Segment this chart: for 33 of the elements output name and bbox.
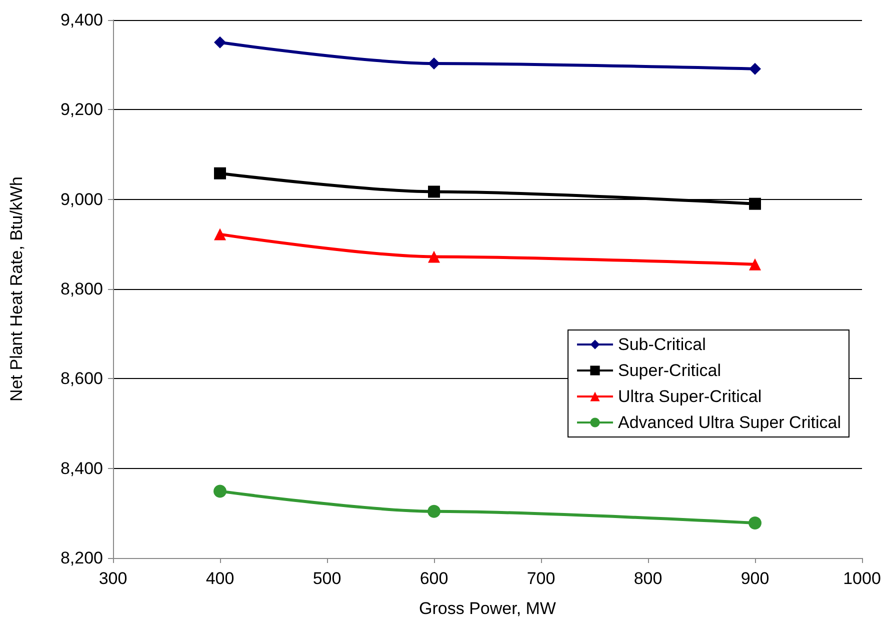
x-tick-label: 1000 <box>843 569 881 588</box>
y-tick-label: 9,000 <box>60 190 103 209</box>
point <box>214 36 226 48</box>
x-tick-label: 500 <box>312 569 342 588</box>
legend-label: Super-Critical <box>618 361 721 380</box>
y-axis-title: Net Plant Heat Rate, Btu/kWh <box>7 176 26 402</box>
x-tick-label: 900 <box>740 569 770 588</box>
x-tick-label: 600 <box>420 569 448 588</box>
point <box>749 62 761 75</box>
legend-label: Sub-Critical <box>618 335 706 354</box>
point <box>214 167 226 180</box>
x-tick-label: 400 <box>206 569 234 588</box>
point <box>748 516 762 530</box>
x-tick-label: 700 <box>526 569 556 588</box>
point <box>428 186 440 198</box>
y-tick-label: 8,600 <box>60 369 103 388</box>
y-tick-label: 8,800 <box>60 280 103 298</box>
point <box>749 198 761 210</box>
point <box>214 484 226 498</box>
point <box>214 228 226 240</box>
point <box>428 250 440 263</box>
y-tick-label: 8,400 <box>60 458 103 478</box>
x-axis-title: Gross Power, MW <box>419 599 556 618</box>
y-tick-label: 8,200 <box>60 548 103 568</box>
point <box>749 258 761 270</box>
x-tick-label: 300 <box>98 569 128 588</box>
legend-label: Ultra Super-Critical <box>618 387 762 406</box>
x-tick-label: 800 <box>634 569 662 588</box>
point <box>428 504 440 518</box>
point <box>428 57 440 70</box>
legend-label: Advanced Ultra Super Critical <box>618 413 841 432</box>
y-tick-label: 9,200 <box>60 100 103 120</box>
y-tick-label: 9,400 <box>60 10 103 30</box>
